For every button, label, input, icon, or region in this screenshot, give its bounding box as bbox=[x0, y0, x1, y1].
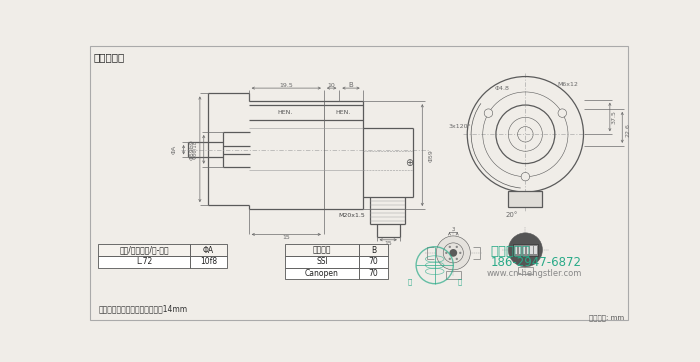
Bar bbox=[508, 190, 542, 207]
Circle shape bbox=[508, 233, 542, 267]
Text: 186-2947-6872: 186-2947-6872 bbox=[491, 256, 582, 269]
Bar bbox=[358, 256, 389, 268]
Text: 10f8: 10f8 bbox=[199, 257, 217, 266]
Circle shape bbox=[558, 109, 566, 117]
Text: Φ59h9: Φ59h9 bbox=[190, 139, 195, 160]
Text: HEN.: HEN. bbox=[335, 110, 351, 115]
Bar bbox=[513, 244, 538, 256]
Bar bbox=[523, 246, 525, 254]
Bar bbox=[285, 244, 358, 256]
Bar bbox=[98, 244, 190, 256]
Bar bbox=[515, 246, 517, 254]
Text: Φ4.8: Φ4.8 bbox=[495, 85, 510, 90]
Text: 22.6: 22.6 bbox=[625, 123, 630, 138]
Text: 15: 15 bbox=[384, 241, 392, 246]
Text: M6x12: M6x12 bbox=[558, 82, 578, 87]
Bar bbox=[358, 244, 389, 256]
Bar bbox=[190, 256, 227, 268]
Text: 15: 15 bbox=[282, 235, 290, 240]
Bar bbox=[98, 256, 190, 268]
Bar bbox=[358, 268, 389, 279]
Text: 70: 70 bbox=[369, 269, 378, 278]
Text: M20x1.5: M20x1.5 bbox=[338, 212, 365, 218]
Text: 3: 3 bbox=[452, 227, 455, 232]
Text: 连接：径向: 连接：径向 bbox=[94, 52, 125, 62]
Circle shape bbox=[521, 172, 530, 181]
Text: 西安德伍拓: 西安德伍拓 bbox=[491, 245, 531, 258]
Text: B: B bbox=[349, 82, 354, 88]
Text: 20°: 20° bbox=[505, 212, 517, 218]
Text: Φ36/18: Φ36/18 bbox=[192, 140, 197, 159]
Text: L.72: L.72 bbox=[136, 257, 152, 266]
Circle shape bbox=[449, 258, 451, 260]
Text: ΦA: ΦA bbox=[203, 246, 214, 255]
Text: 10: 10 bbox=[328, 83, 335, 88]
Bar bbox=[534, 246, 537, 254]
Bar bbox=[285, 268, 358, 279]
Text: 德: 德 bbox=[408, 278, 412, 285]
Bar bbox=[531, 246, 533, 254]
Text: 70: 70 bbox=[369, 257, 378, 266]
Bar bbox=[285, 256, 358, 268]
Text: ΦA: ΦA bbox=[172, 145, 177, 154]
Bar bbox=[519, 246, 521, 254]
Text: 拓: 拓 bbox=[457, 278, 461, 285]
Text: 电气接口: 电气接口 bbox=[313, 246, 331, 255]
Text: B: B bbox=[371, 246, 376, 255]
Circle shape bbox=[436, 236, 470, 270]
Text: 19.5: 19.5 bbox=[279, 83, 293, 88]
Text: HEN.: HEN. bbox=[277, 110, 293, 115]
Text: Canopen: Canopen bbox=[305, 269, 339, 278]
Circle shape bbox=[459, 252, 461, 254]
Bar bbox=[190, 244, 227, 256]
Circle shape bbox=[449, 249, 457, 257]
Circle shape bbox=[484, 109, 493, 117]
Text: 安装/防护等级/轴-代码: 安装/防护等级/轴-代码 bbox=[119, 246, 169, 255]
Circle shape bbox=[456, 258, 458, 260]
Circle shape bbox=[456, 246, 458, 248]
Text: Φ59: Φ59 bbox=[428, 149, 433, 161]
Text: ⊕: ⊕ bbox=[405, 158, 413, 168]
Text: 37.5: 37.5 bbox=[612, 110, 617, 124]
Text: SSI: SSI bbox=[316, 257, 328, 266]
Bar bbox=[526, 246, 529, 254]
Text: 单位尺寸: mm: 单位尺寸: mm bbox=[589, 314, 624, 321]
Text: 3x120°: 3x120° bbox=[449, 124, 471, 129]
Text: 推荐的电缆密封管的螺纹长度：14mm: 推荐的电缆密封管的螺纹长度：14mm bbox=[98, 304, 188, 313]
Text: www.cn-hengstler.com: www.cn-hengstler.com bbox=[486, 269, 582, 278]
Circle shape bbox=[445, 252, 447, 254]
Circle shape bbox=[449, 246, 451, 248]
